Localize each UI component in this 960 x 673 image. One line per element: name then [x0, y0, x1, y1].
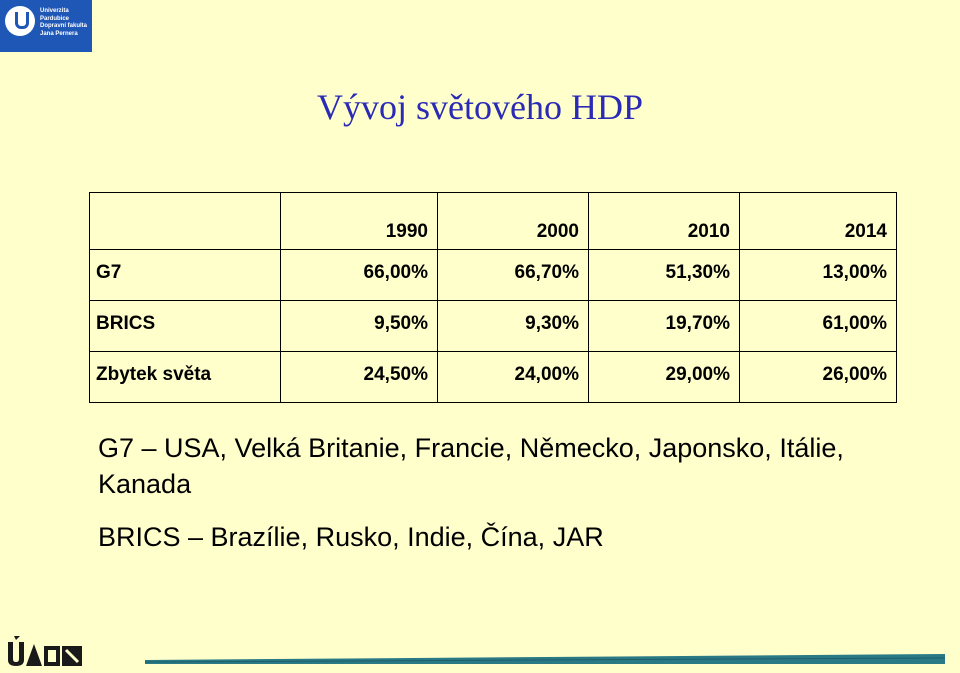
- table-cell: 66,00%: [280, 249, 438, 301]
- table-cell: 29,00%: [588, 351, 740, 403]
- table-cell: 51,30%: [588, 249, 740, 301]
- table-row: G7 66,00% 66,70% 51,30% 13,00%: [89, 249, 897, 301]
- g7-note: G7 – USA, Velká Britanie, Francie, Němec…: [98, 433, 844, 499]
- table-cell: 9,30%: [437, 300, 589, 352]
- header-cell-year: 2010: [588, 192, 740, 250]
- university-logo: Univerzita Pardubice Dopravní fakulta Ja…: [0, 0, 92, 52]
- header-cell-year: 1990: [280, 192, 438, 250]
- header-cell-year: 2000: [437, 192, 589, 250]
- table-cell: 66,70%: [437, 249, 589, 301]
- table-cell: 19,70%: [588, 300, 740, 352]
- row-label: Zbytek světa: [89, 351, 281, 403]
- row-label: BRICS: [89, 300, 281, 352]
- table-cell: 24,50%: [280, 351, 438, 403]
- row-label: G7: [89, 249, 281, 301]
- table-row: BRICS 9,50% 9,30% 19,70% 61,00%: [89, 300, 897, 352]
- university-emblem-icon: [5, 6, 35, 36]
- slide-title: Vývoj světového HDP: [317, 87, 643, 127]
- table-cell: 9,50%: [280, 300, 438, 352]
- brics-note: BRICS – Brazílie, Rusko, Indie, Čína, JA…: [98, 522, 604, 552]
- notes-section: G7 – USA, Velká Britanie, Francie, Němec…: [98, 430, 938, 555]
- header-cell-year: 2014: [739, 192, 897, 250]
- table-cell: 24,00%: [437, 351, 589, 403]
- uadn-logo: [4, 634, 88, 668]
- gdp-table: 1990 2000 2010 2014 G7 66,00% 66,70% 51,…: [89, 192, 897, 403]
- university-logo-text: Univerzita Pardubice Dopravní fakulta Ja…: [40, 8, 88, 37]
- header-cell-empty: [89, 192, 281, 250]
- table-row: Zbytek světa 24,50% 24,00% 29,00% 26,00%: [89, 351, 897, 403]
- table-cell: 13,00%: [739, 249, 897, 301]
- footer-bar: [145, 654, 945, 664]
- table-cell: 61,00%: [739, 300, 897, 352]
- table-cell: 26,00%: [739, 351, 897, 403]
- table-header-row: 1990 2000 2010 2014: [89, 192, 897, 250]
